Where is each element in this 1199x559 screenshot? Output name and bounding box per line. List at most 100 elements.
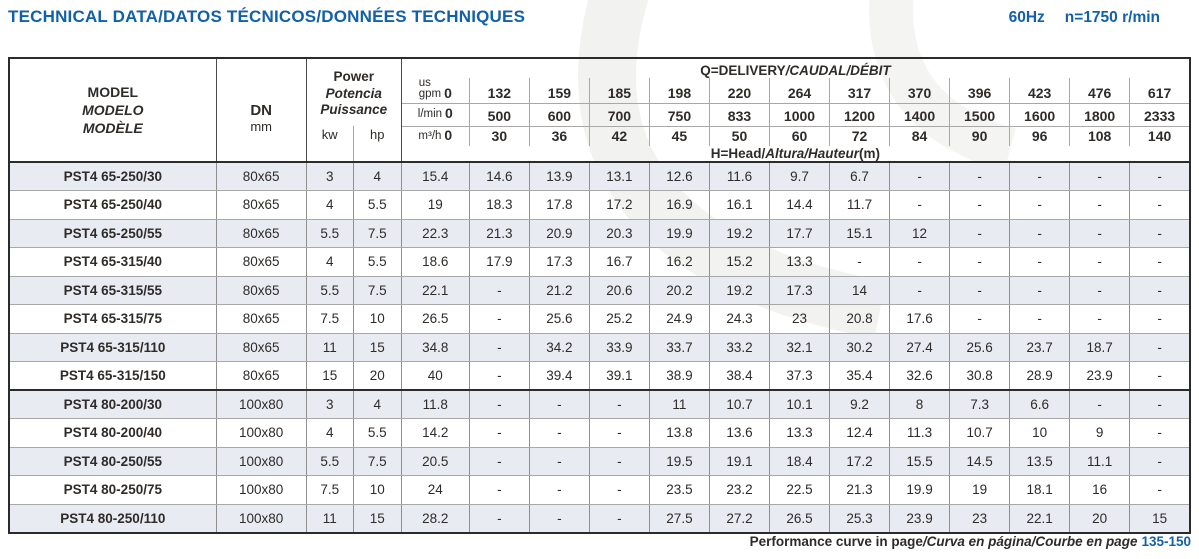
hp-cell: 5.5 [353, 418, 402, 448]
table-row: PST4 80-200/40 100x80 4 5.5 14.2- - -13.8 13.6 1… [9, 418, 1190, 448]
head-value-cell: 33.9 [589, 333, 650, 362]
head-value-cell: - [529, 447, 590, 476]
head-value-cell: 15.4 [401, 162, 470, 191]
head-value-cell: 15 [1129, 504, 1190, 533]
flow-value-header: 185 [589, 78, 650, 104]
flow-value-header: 500 [469, 103, 530, 127]
head-value-cell: 15.1 [829, 219, 891, 248]
flow-value-header: 600 [529, 103, 590, 127]
head-value-cell: 21.3 [829, 475, 891, 505]
performance-curve-note: Performance curve in page/Curva en págin… [8, 534, 1191, 549]
flow-value-header: 2333 [1129, 103, 1190, 127]
head-value-cell: - [1069, 162, 1131, 191]
head-value-cell: - [1129, 247, 1190, 277]
head-value-cell: - [589, 504, 650, 533]
hp-cell: 15 [353, 504, 402, 533]
head-header: H=Head/Altura/Hauteur(m) [401, 146, 1190, 162]
head-value-cell: 17.2 [589, 190, 650, 220]
head-value-cell: - [469, 361, 530, 391]
head-value-cell: - [1069, 276, 1131, 305]
flow-value-header: 108 [1069, 126, 1131, 146]
hp-cell: 20 [353, 361, 402, 391]
head-value-cell: - [1129, 190, 1190, 220]
head-header-en: H=Head/ [710, 146, 766, 161]
head-value-cell: 19.9 [889, 475, 951, 505]
head-value-cell: 19.1 [709, 447, 770, 476]
head-value-cell: 24.9 [649, 304, 710, 334]
head-value-cell: 20.6 [589, 276, 650, 305]
head-value-cell: 39.1 [589, 361, 650, 391]
head-value-cell: 13.1 [589, 162, 650, 191]
head-value-cell: - [469, 447, 530, 476]
flow-value-header: 84 [889, 126, 951, 146]
head-value-cell: 19.9 [649, 219, 710, 248]
head-value-cell: 26.5 [401, 304, 470, 334]
power-header-es: Potencia [325, 85, 382, 101]
head-value-cell: 10 [1009, 418, 1071, 448]
head-value-cell: - [469, 475, 530, 505]
head-value-cell: 11.3 [889, 418, 951, 448]
head-value-cell: 23.9 [889, 504, 951, 533]
head-value-cell: 24.3 [709, 304, 770, 334]
head-value-cell: 18.1 [1009, 475, 1071, 505]
flow-value-header: 1400 [889, 103, 951, 127]
flow-value-header: 700 [589, 103, 650, 127]
model-header-fr: MODÈLE [82, 120, 143, 137]
head-value-cell: 16 [1069, 475, 1131, 505]
flow-value-header: 264 [769, 78, 831, 104]
power-header-fr: Puissance [320, 102, 388, 118]
head-value-cell: 20.8 [829, 304, 891, 334]
head-value-cell: 23 [949, 504, 1011, 533]
technical-data-table: MODEL MODELO MODÈLE DN mm Power Potencia… [8, 57, 1191, 534]
head-value-cell: 19 [401, 190, 470, 220]
lmin-label: l/min [417, 108, 443, 120]
head-value-cell: 32.6 [889, 361, 951, 391]
head-value-cell: 14.4 [769, 190, 831, 220]
head-value-cell: 11 [649, 389, 710, 419]
head-value-cell: 10.7 [709, 389, 770, 419]
head-value-cell: - [589, 475, 650, 505]
flow-value-header: 140 [1147, 128, 1172, 144]
flow-value-header: 36 [529, 126, 590, 146]
lmin-zero: 0 [445, 105, 453, 121]
head-value-cell: 19 [949, 475, 1011, 505]
head-value-cell: 30.2 [829, 333, 891, 362]
head-value-cell: 20.5 [401, 447, 470, 476]
head-value-cell: 13.8 [649, 418, 710, 448]
head-value-cell: 27.5 [649, 504, 710, 533]
head-value-cell: 16.9 [649, 190, 710, 220]
head-value-cell: 22.3 [401, 219, 470, 248]
table-row: PST4 80-250/110 100x80 11 15 28.2- - -27.5 27.2… [9, 504, 1190, 533]
head-value-cell: 40 [401, 361, 470, 391]
dn-cell: 80x65 [216, 247, 307, 277]
head-value-cell: 33.7 [649, 333, 710, 362]
head-value-cell: 14.2 [401, 418, 470, 448]
table-row: PST4 80-200/30 100x80 3 4 11.8- - -11 10.7 10.1 9… [9, 389, 1190, 419]
head-value-cell: 25.3 [829, 504, 891, 533]
hp-cell: 7.5 [353, 219, 402, 248]
head-value-cell: - [1069, 219, 1131, 248]
head-value-cell: 12 [889, 219, 951, 248]
flow-value-header: 396 [949, 78, 1011, 104]
head-value-cell: 17.2 [829, 447, 891, 476]
head-value-cell: - [889, 190, 951, 220]
head-value-cell: - [469, 276, 530, 305]
head-value-cell: 27.4 [889, 333, 951, 362]
head-value-cell: - [529, 475, 590, 505]
head-value-cell: 27.2 [709, 504, 770, 533]
head-value-cell: 14 [829, 276, 891, 305]
model-cell: PST4 80-200/40 [9, 418, 217, 448]
head-value-cell: 15.2 [709, 247, 770, 277]
head-value-cell: 12.6 [649, 162, 710, 191]
head-value-cell: 18.6 [401, 247, 470, 277]
head-value-cell: 25.6 [529, 304, 590, 334]
dn-cell: 100x80 [216, 418, 307, 448]
model-cell: PST4 65-250/55 [9, 219, 217, 248]
flow-value-header: 476 [1069, 78, 1131, 104]
page-title-intl: /DATOS TÉCNICOS/DONNÉES TECHNIQUES [158, 7, 526, 26]
power-unit-hp: hp [352, 126, 402, 162]
head-value-cell: - [589, 447, 650, 476]
kw-cell: 5.5 [306, 447, 354, 476]
model-cell: PST4 80-250/75 [9, 475, 217, 505]
model-cell: PST4 65-315/110 [9, 333, 217, 362]
